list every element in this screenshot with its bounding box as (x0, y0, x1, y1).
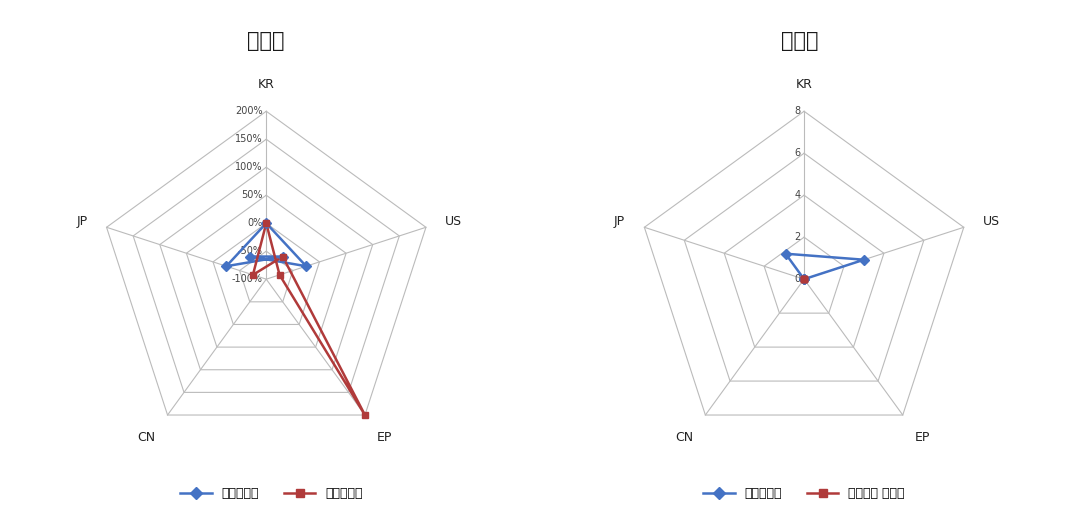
Text: -50%: -50% (237, 246, 263, 256)
Text: 4: 4 (794, 190, 801, 200)
Text: 0%: 0% (248, 218, 263, 228)
Text: JP: JP (615, 215, 625, 227)
Text: US: US (983, 215, 1000, 227)
Text: EP: EP (377, 431, 392, 444)
Legend: 논문점유율, 논문증가율: 논문점유율, 논문증가율 (176, 482, 367, 505)
Text: 2: 2 (794, 232, 801, 242)
Text: 150%: 150% (235, 134, 263, 144)
Text: -100%: -100% (232, 274, 263, 284)
Text: KR: KR (796, 78, 813, 91)
Text: 8: 8 (794, 107, 801, 116)
Text: 기술력: 기술력 (781, 31, 818, 51)
Legend: 논문영향력, 연구주체 다양도: 논문영향력, 연구주체 다양도 (699, 482, 910, 505)
Text: 6: 6 (794, 148, 801, 158)
Text: KR: KR (258, 78, 275, 91)
Text: JP: JP (77, 215, 87, 227)
Text: 50%: 50% (242, 190, 263, 200)
Text: CN: CN (675, 431, 693, 444)
Text: 0: 0 (794, 274, 801, 284)
Text: US: US (445, 215, 462, 227)
Text: 활동력: 활동력 (247, 31, 284, 51)
Text: 200%: 200% (235, 107, 263, 116)
Text: 100%: 100% (235, 162, 263, 172)
Text: CN: CN (137, 431, 155, 444)
Text: EP: EP (915, 431, 930, 444)
